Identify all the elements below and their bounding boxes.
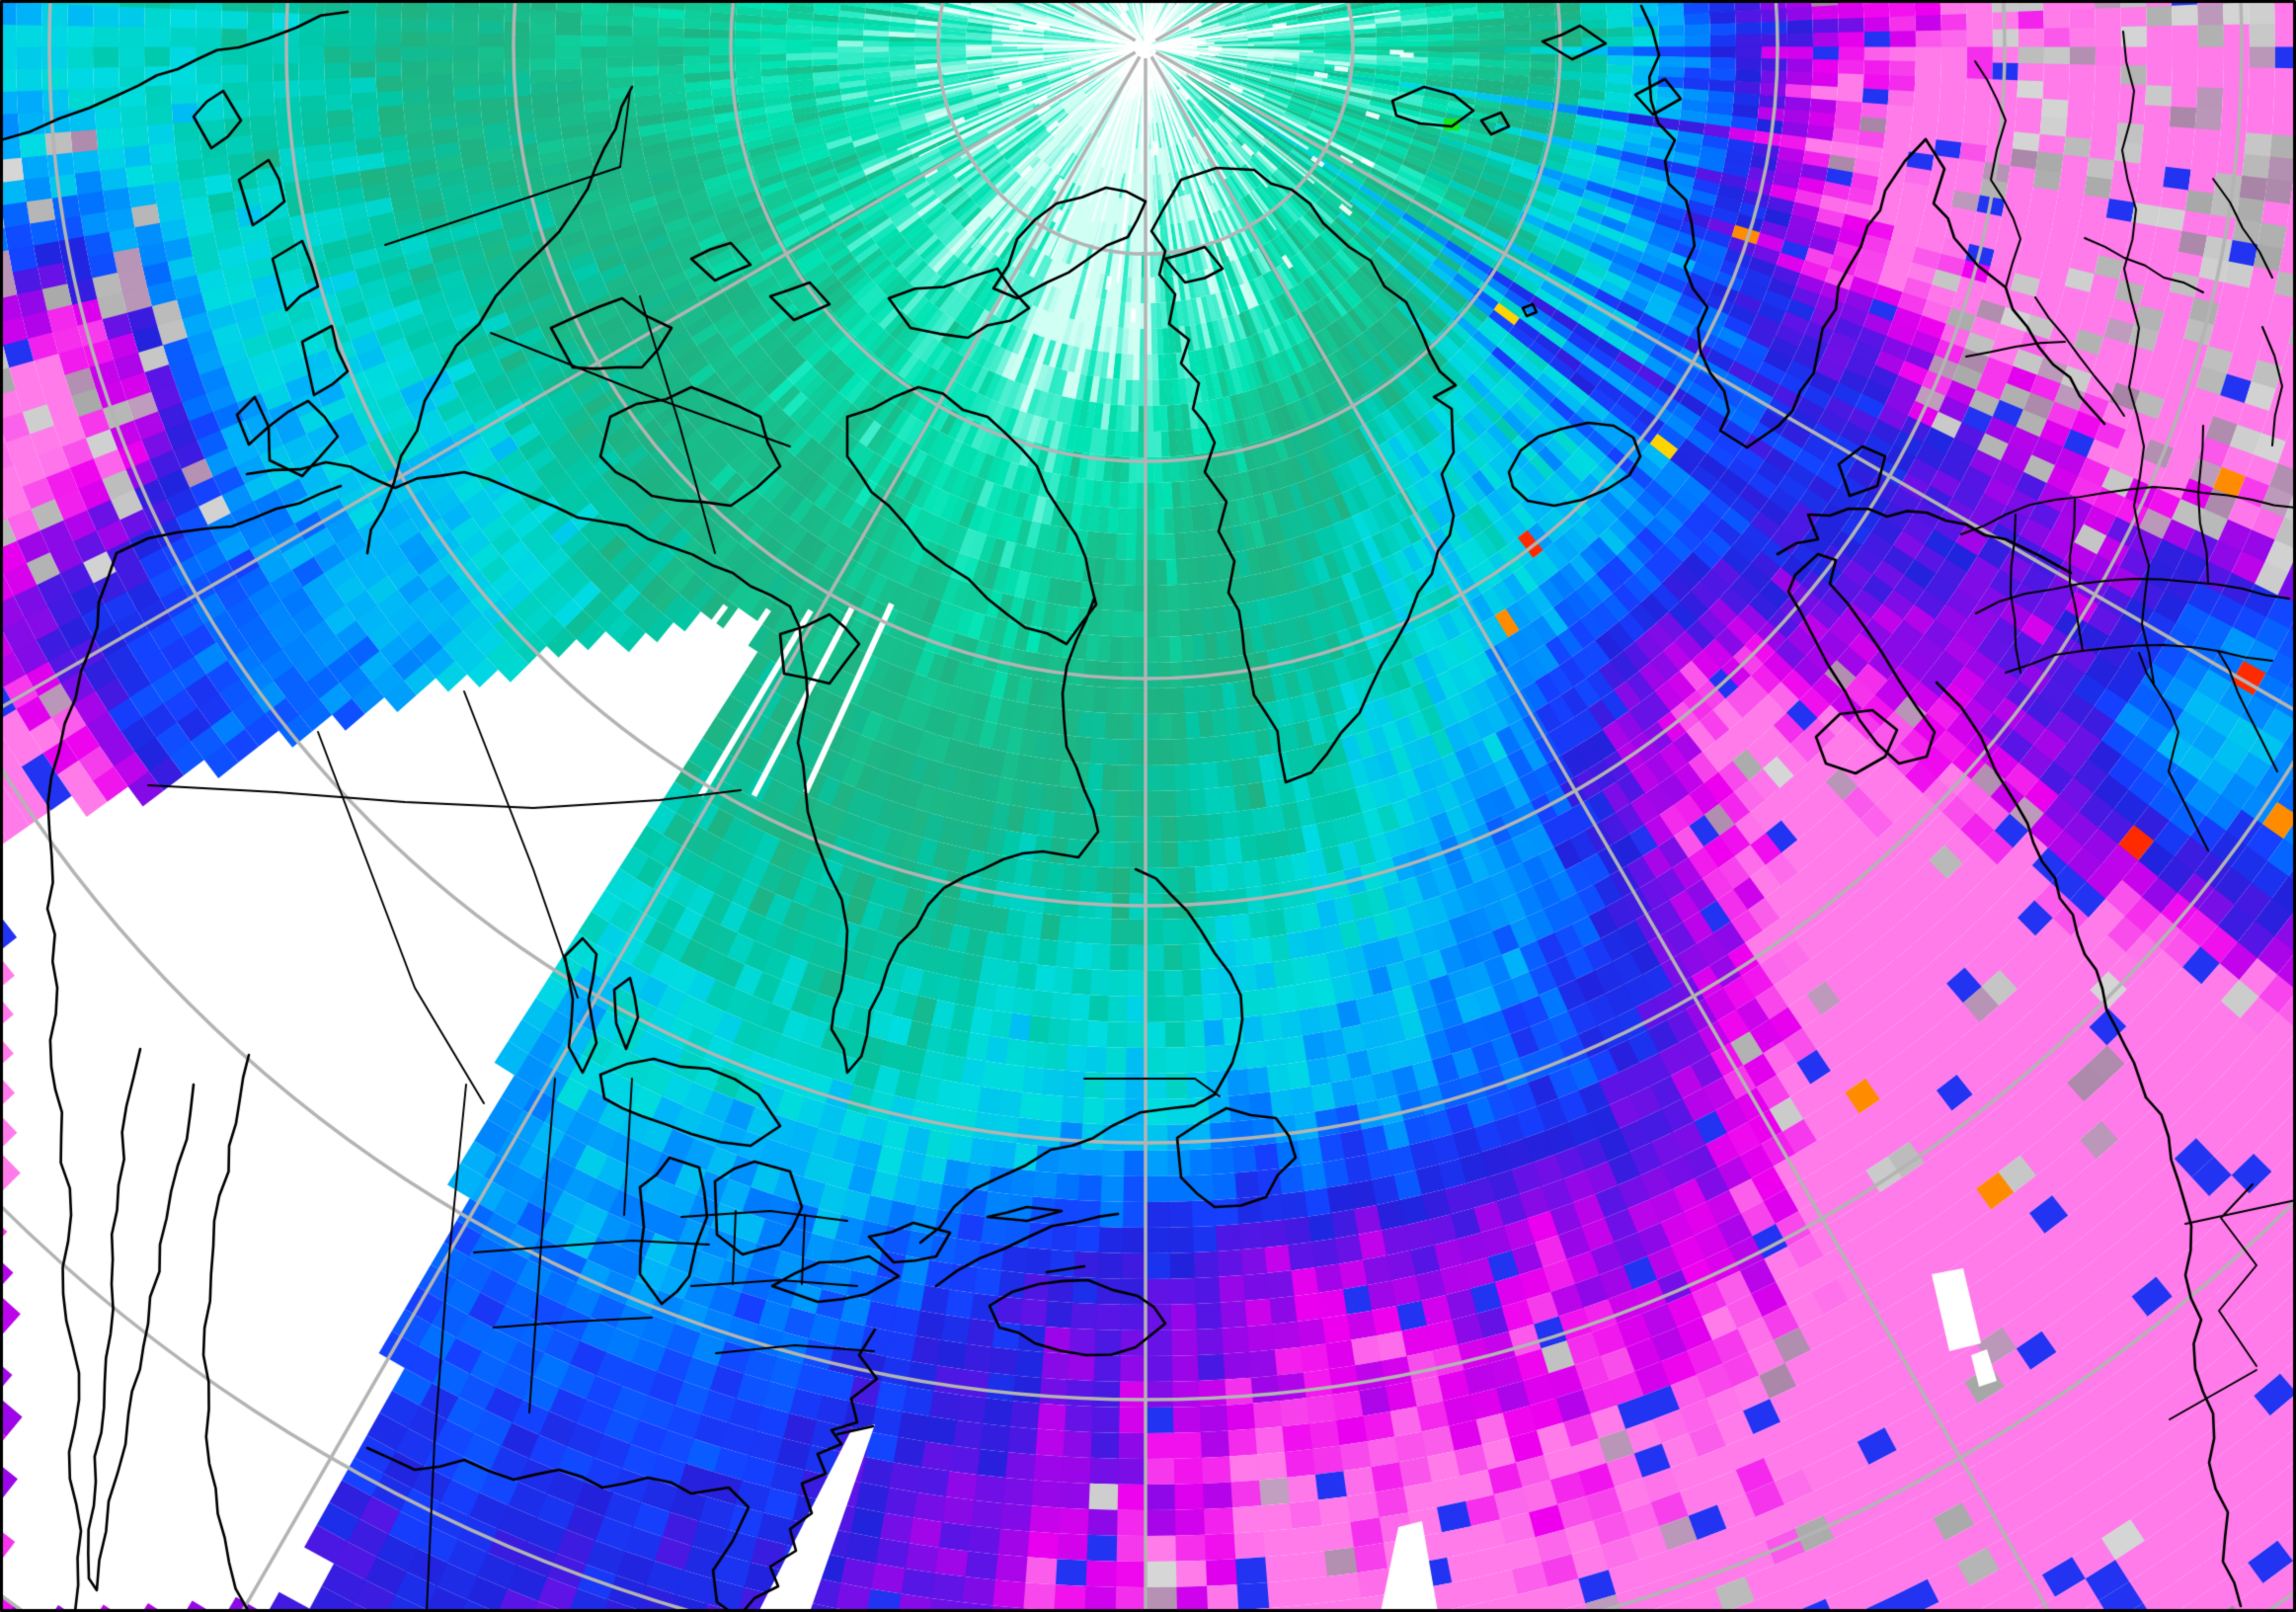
- map-caption: NASA SPoRT - Gridded NUCAPS (noaa20) - T…: [71, 1522, 1307, 1612]
- caption-title: NASA SPoRT - Gridded NUCAPS (noaa20) - T…: [71, 1609, 1307, 1612]
